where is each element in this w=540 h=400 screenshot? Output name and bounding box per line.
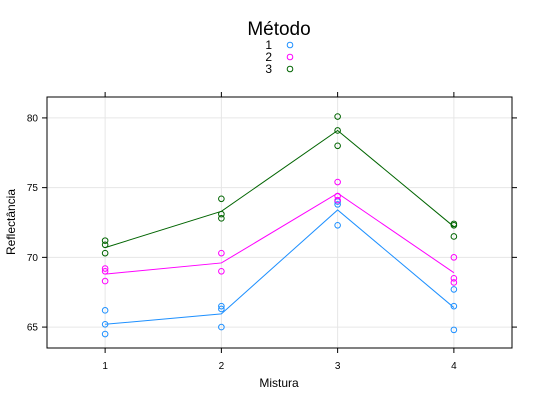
data-point-3-4 xyxy=(218,210,225,218)
data-point-1-5 xyxy=(218,323,225,331)
x-tick-label-1: 1 xyxy=(102,361,108,372)
data-point-1-10 xyxy=(450,302,458,310)
data-point-1-0 xyxy=(101,307,109,314)
panel-frame xyxy=(46,96,513,349)
series-layer xyxy=(101,113,458,338)
legend-marker xyxy=(286,65,294,73)
data-point-1-11 xyxy=(450,326,458,334)
data-point-2-9 xyxy=(450,274,458,282)
data-point-1-1 xyxy=(101,320,109,328)
legend-entry-label: 3 xyxy=(265,62,272,76)
y-tick-label-70: 70 xyxy=(27,253,39,264)
legend-entry-3: 3 xyxy=(265,62,294,76)
series-2 xyxy=(101,178,458,286)
data-point-2-10 xyxy=(450,279,458,286)
series-1 xyxy=(101,198,458,338)
data-point-2-1 xyxy=(101,268,109,275)
data-point-3-7 xyxy=(334,127,341,134)
data-point-3-6 xyxy=(334,113,341,120)
series-line-1 xyxy=(105,209,455,325)
data-point-1-9 xyxy=(450,286,458,293)
data-point-2-5 xyxy=(334,178,341,186)
plot-panel: 1 2 3 4 65 70 75 80 xyxy=(27,92,517,372)
y-tick-label-80: 80 xyxy=(27,113,39,124)
data-point-1-7 xyxy=(334,201,341,208)
y-axis-label: Reflectância xyxy=(4,189,18,255)
data-point-1-3 xyxy=(218,302,225,310)
legend-entry-label: 1 xyxy=(265,38,272,52)
data-point-1-8 xyxy=(334,221,341,229)
data-point-3-11 xyxy=(450,233,458,240)
data-point-3-3 xyxy=(218,195,225,203)
data-point-3-2 xyxy=(101,249,109,257)
series-line-3 xyxy=(104,129,455,249)
data-point-2-3 xyxy=(218,249,225,257)
legend: Método 123 xyxy=(247,19,310,76)
data-point-2-0 xyxy=(101,265,109,272)
series-line-2 xyxy=(105,192,455,275)
y-tick-label-65: 65 xyxy=(27,323,39,334)
x-tick-label-3: 3 xyxy=(335,361,341,372)
legend-entries: 123 xyxy=(265,38,294,76)
data-point-3-0 xyxy=(101,237,109,244)
data-point-2-2 xyxy=(101,277,109,285)
data-point-2-8 xyxy=(450,254,458,261)
data-point-1-2 xyxy=(101,330,109,338)
data-point-3-5 xyxy=(218,215,225,222)
gridlines xyxy=(47,97,512,348)
legend-entry-1: 1 xyxy=(265,38,294,52)
legend-title: Método xyxy=(247,19,310,40)
series-3 xyxy=(101,113,458,257)
legend-entry-label: 2 xyxy=(265,50,272,64)
axes: 1 2 3 4 65 70 75 80 xyxy=(27,92,517,372)
data-point-2-4 xyxy=(218,268,225,275)
data-point-2-6 xyxy=(334,192,341,200)
x-tick-label-4: 4 xyxy=(451,361,457,372)
data-point-1-4 xyxy=(218,305,225,313)
y-tick-label-75: 75 xyxy=(27,183,39,194)
legend-marker xyxy=(286,53,294,61)
data-point-3-1 xyxy=(101,241,109,249)
legend-marker xyxy=(286,41,294,49)
legend-entry-2: 2 xyxy=(265,50,294,64)
x-tick-label-2: 2 xyxy=(219,361,225,372)
data-point-3-10 xyxy=(450,221,458,229)
x-axis-label: Mistura xyxy=(259,376,299,390)
data-point-3-8 xyxy=(334,142,341,150)
data-point-2-7 xyxy=(334,196,341,204)
